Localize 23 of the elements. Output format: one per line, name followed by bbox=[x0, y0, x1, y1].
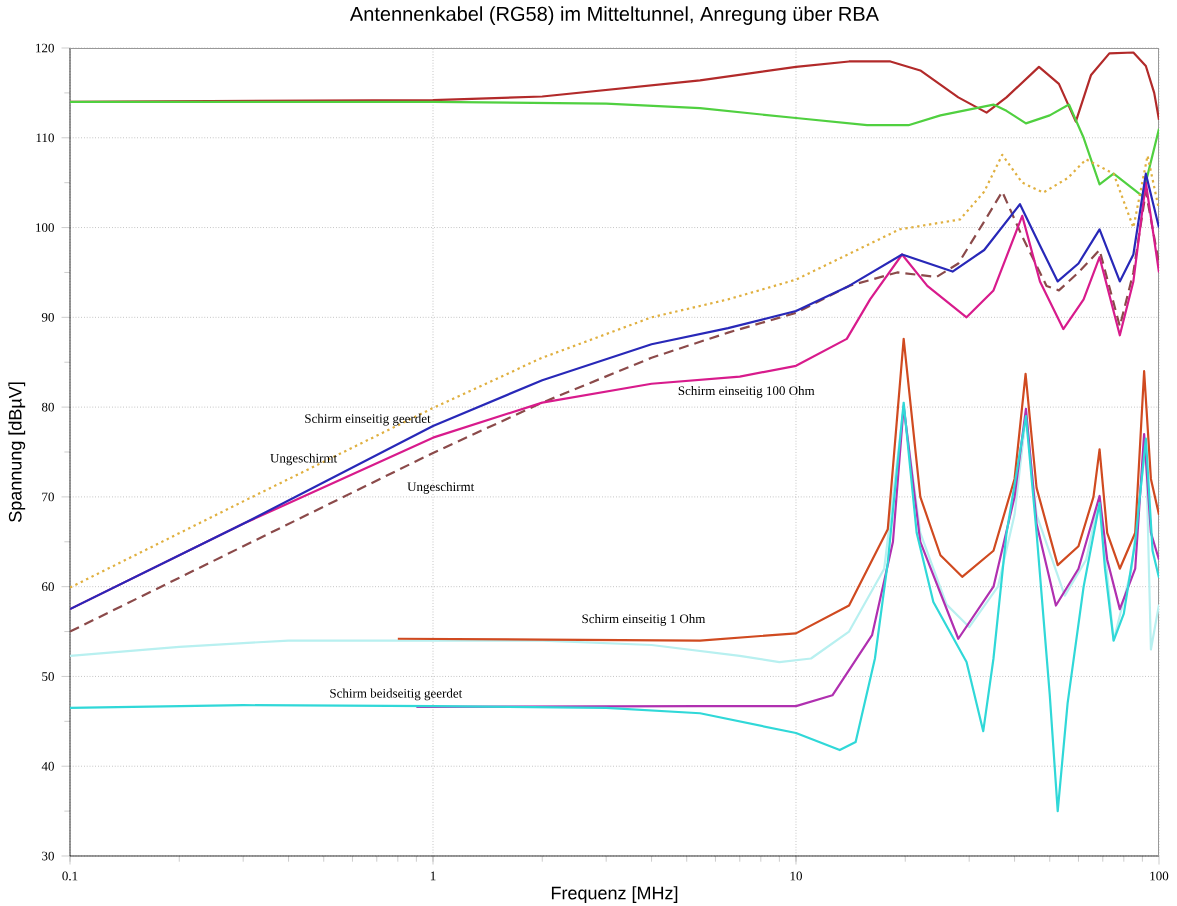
y-tick-label: 40 bbox=[41, 761, 54, 771]
annotation: Schirm einseitig 1 Ohm bbox=[582, 614, 706, 626]
x-tick-label: 1 bbox=[430, 871, 436, 881]
y-axis-title: Spannung [dBµV] bbox=[8, 382, 26, 522]
y-tick-label: 80 bbox=[41, 402, 54, 412]
chart-title: Antennenkabel (RG58) im Mitteltunnel, Anregung über RBA bbox=[349, 6, 879, 25]
y-tick-label: 100 bbox=[36, 223, 54, 232]
x-axis-title: Frequenz [MHz] bbox=[551, 886, 678, 903]
y-tick-label: 90 bbox=[41, 312, 54, 322]
x-tick-label: 0.1 bbox=[62, 871, 78, 881]
annotation: Schirm beidseitig geerdet bbox=[330, 688, 463, 701]
y-tick-label: 120 bbox=[36, 43, 54, 53]
y-tick-label: 30 bbox=[42, 851, 54, 861]
annotation: Ungeschirmt bbox=[407, 481, 475, 494]
x-tick-label: 10 bbox=[790, 871, 802, 881]
annotation: Schirm einseitig geerdet bbox=[305, 413, 431, 426]
y-tick-label: 50 bbox=[42, 672, 54, 681]
y-tick-label: 70 bbox=[42, 492, 54, 502]
y-tick-label: 110 bbox=[36, 133, 54, 143]
annotation: Ungeschirmt bbox=[270, 453, 338, 466]
annotation: Schirm einseitig 100 Ohm bbox=[678, 385, 815, 398]
y-tick-label: 60 bbox=[42, 582, 54, 592]
x-tick-label: 100 bbox=[1150, 871, 1169, 881]
